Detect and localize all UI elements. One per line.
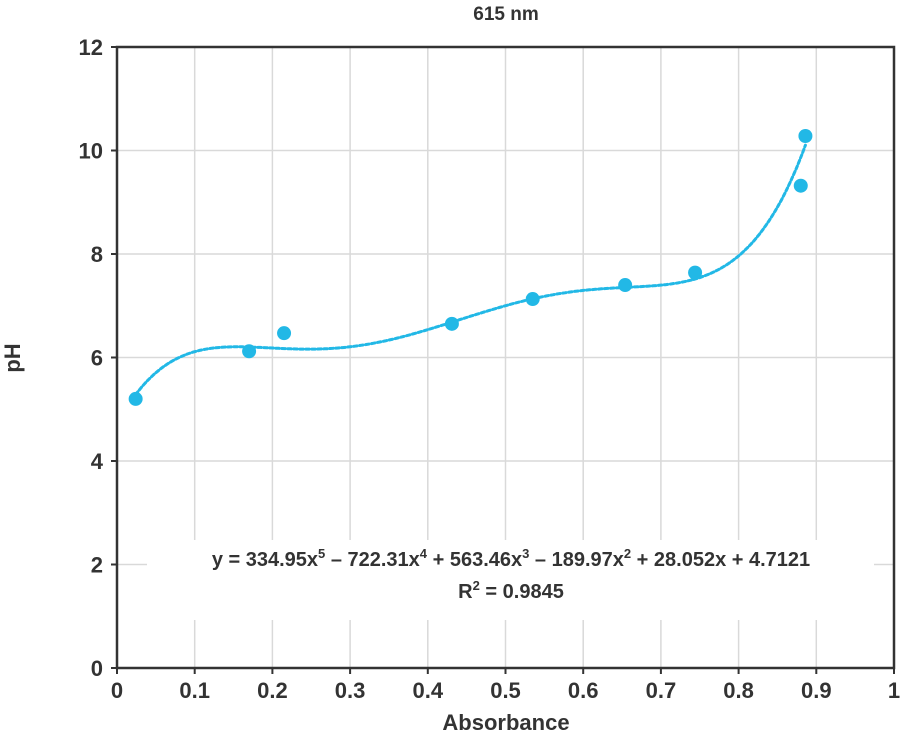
r-squared: R2 = 0.9845 (458, 578, 564, 603)
x-tick-label: 0.9 (801, 678, 832, 703)
x-tick-label: 0.4 (413, 678, 444, 703)
equation-part: + 28.052x + 4.7121 (631, 549, 810, 571)
data-point (444, 316, 459, 331)
x-tick-label: 0.2 (257, 678, 288, 703)
data-point (128, 391, 143, 406)
x-tick-label: 0.5 (490, 678, 521, 703)
data-point (277, 326, 292, 341)
y-tick-label: 6 (91, 346, 103, 371)
x-tick-label: 0.1 (179, 678, 210, 703)
y-tick-label: 10 (79, 139, 103, 164)
x-tick-label: 1 (888, 678, 900, 703)
equation-box: y = 334.95x5 – 722.31x4 + 563.46x3 – 189… (147, 540, 874, 620)
r-squared-part: R (458, 581, 473, 603)
x-tick-label: 0 (111, 678, 123, 703)
equation-exponent: 5 (318, 546, 325, 561)
x-axis-label: Absorbance (442, 710, 569, 734)
equation-part: – 189.97x (529, 549, 624, 571)
x-tick-label: 0.7 (646, 678, 677, 703)
x-tick-label: 0.8 (723, 678, 754, 703)
x-tick-label: 0.3 (335, 678, 366, 703)
data-point (242, 344, 257, 359)
equation-part: y = 334.95x (212, 549, 318, 571)
y-tick-label: 2 (91, 553, 103, 578)
trendline-equation: y = 334.95x5 – 722.31x4 + 563.46x3 – 189… (212, 546, 810, 571)
y-tick-label: 4 (91, 449, 104, 474)
data-point (688, 265, 703, 280)
equation-part: – 722.31x (325, 549, 420, 571)
chart-title: 615 nm (473, 4, 538, 25)
r-squared-exponent: 2 (473, 578, 480, 593)
data-point (798, 129, 813, 144)
x-tick-label: 0.6 (568, 678, 599, 703)
equation-box-background (147, 540, 874, 620)
x-axis-ticks: 0 0.1 0.2 0.3 0.4 0.5 0.6 0.7 0.8 0.9 1 (111, 668, 900, 703)
y-tick-label: 8 (91, 242, 103, 267)
y-axis-label: pH (0, 343, 25, 372)
r-squared-part: = 0.9845 (480, 581, 564, 603)
data-point (793, 178, 808, 193)
data-points (128, 129, 813, 406)
equation-exponent: 3 (522, 546, 529, 561)
equation-exponent: 4 (420, 546, 428, 561)
data-point (618, 278, 633, 293)
data-point (525, 292, 540, 307)
y-axis-ticks: 0 2 4 6 8 10 12 (79, 35, 117, 681)
y-tick-label: 12 (79, 35, 103, 60)
y-tick-label: 0 (91, 656, 103, 681)
equation-part: + 563.46x (427, 549, 522, 571)
equation-exponent: 2 (624, 546, 631, 561)
